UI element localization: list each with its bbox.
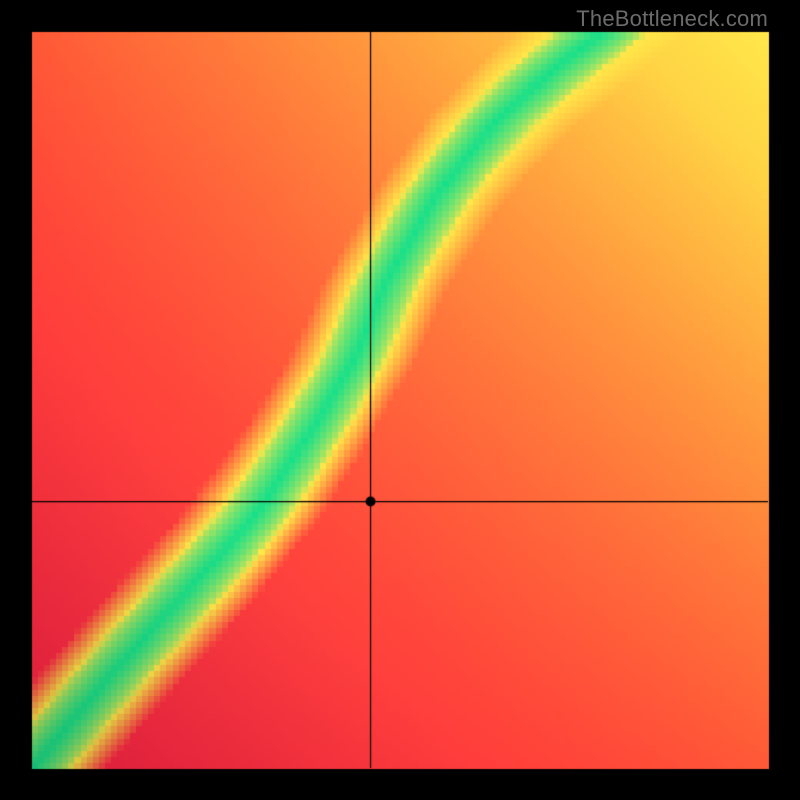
watermark-text: TheBottleneck.com xyxy=(576,6,768,32)
chart-container: TheBottleneck.com xyxy=(0,0,800,800)
bottleneck-heatmap xyxy=(0,0,800,800)
